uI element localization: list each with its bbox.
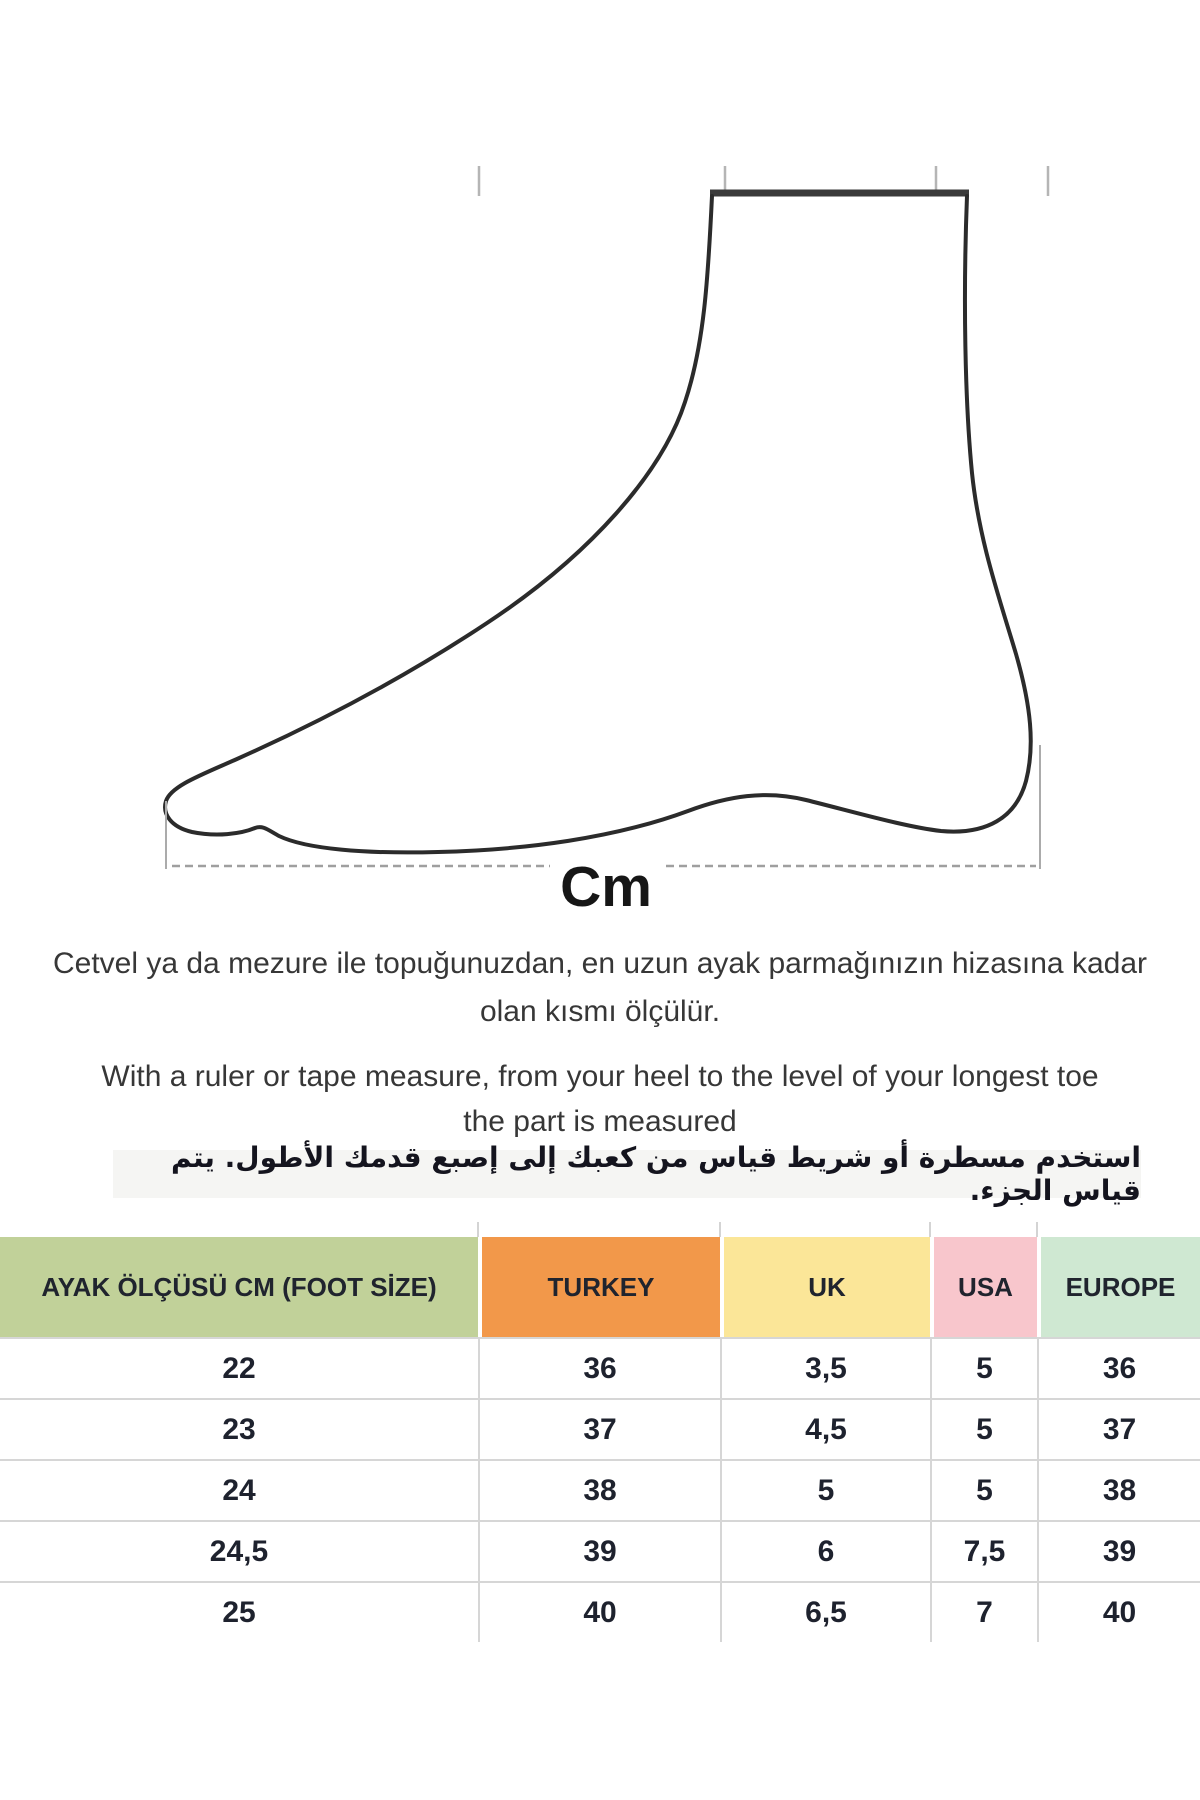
table-cell: 38 <box>478 1461 720 1520</box>
table-row: 25 40 6,5 7 40 <box>0 1581 1200 1642</box>
table-row: 23 37 4,5 5 37 <box>0 1398 1200 1459</box>
table-cell: 40 <box>478 1583 720 1642</box>
instruction-turkish: Cetvel ya da mezure ile topuğunuzdan, en… <box>0 940 1200 1036</box>
instruction-turkish-line2: olan kısmı ölçülür. <box>479 995 721 1028</box>
table-cell: 3,5 <box>720 1339 930 1398</box>
table-gridline-stub <box>477 1222 479 1237</box>
foot-outline <box>163 194 1033 855</box>
table-cell: 36 <box>1037 1339 1200 1398</box>
header-cell-foot-size: AYAK ÖLÇÜSÜ CM (FOOT SİZE) <box>0 1237 478 1337</box>
size-conversion-table: AYAK ÖLÇÜSÜ CM (FOOT SİZE) TURKEY UK USA… <box>0 1237 1200 1642</box>
header-cell-turkey: TURKEY <box>478 1237 720 1337</box>
table-cell: 23 <box>0 1400 478 1459</box>
instruction-turkish-line1: Cetvel ya da mezure ile topuğunuzdan, en… <box>52 947 1147 980</box>
instruction-arabic: استخدم مسطرة أو شريط قياس من كعبك إلى إص… <box>113 1141 1141 1207</box>
table-cell: 36 <box>478 1339 720 1398</box>
header-cell-europe: EUROPE <box>1037 1237 1200 1337</box>
table-cell: 37 <box>478 1400 720 1459</box>
table-cell: 22 <box>0 1339 478 1398</box>
table-gridline-stub <box>929 1222 931 1237</box>
table-cell: 7 <box>930 1583 1037 1642</box>
table-cell: 25 <box>0 1583 478 1642</box>
table-cell: 40 <box>1037 1583 1200 1642</box>
table-cell: 4,5 <box>720 1400 930 1459</box>
table-cell: 5 <box>930 1400 1037 1459</box>
table-cell: 24,5 <box>0 1522 478 1581</box>
foot-measurement-diagram: Cm <box>163 166 1050 919</box>
instruction-english: With a ruler or tape measure, from your … <box>0 1054 1200 1144</box>
table-cell: 39 <box>1037 1522 1200 1581</box>
table-row: 24 38 5 5 38 <box>0 1459 1200 1520</box>
instruction-english-line1: With a ruler or tape measure, from your … <box>101 1060 1099 1093</box>
cm-label: Cm <box>560 855 652 919</box>
instruction-english-line2: the part is measured <box>463 1105 737 1138</box>
table-cell: 7,5 <box>930 1522 1037 1581</box>
header-cell-uk: UK <box>720 1237 930 1337</box>
table-cell: 5 <box>930 1461 1037 1520</box>
table-header-row: AYAK ÖLÇÜSÜ CM (FOOT SİZE) TURKEY UK USA… <box>0 1237 1200 1337</box>
table-cell: 6 <box>720 1522 930 1581</box>
table-cell: 5 <box>720 1461 930 1520</box>
table-gridline-stub <box>719 1222 721 1237</box>
header-cell-usa: USA <box>930 1237 1037 1337</box>
table-gridline-stub <box>1036 1222 1038 1237</box>
table-cell: 39 <box>478 1522 720 1581</box>
table-cell: 6,5 <box>720 1583 930 1642</box>
table-cell: 5 <box>930 1339 1037 1398</box>
table-row: 24,5 39 6 7,5 39 <box>0 1520 1200 1581</box>
table-row: 22 36 3,5 5 36 <box>0 1337 1200 1398</box>
table-cell: 38 <box>1037 1461 1200 1520</box>
table-cell: 24 <box>0 1461 478 1520</box>
table-cell: 37 <box>1037 1400 1200 1459</box>
